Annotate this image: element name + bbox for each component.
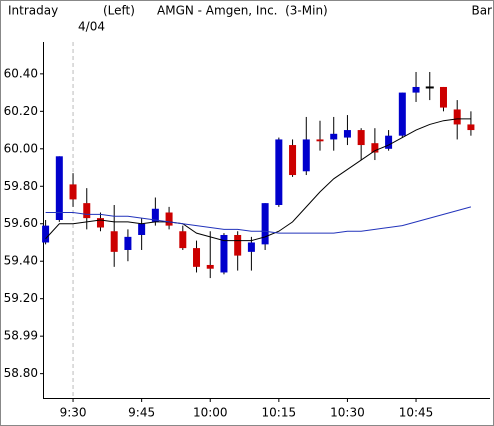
candle-body xyxy=(234,234,242,256)
candle-body xyxy=(343,130,351,138)
date-label: 4/04 xyxy=(78,20,105,34)
candle-body xyxy=(467,124,475,131)
y-tick-label: 59.40 xyxy=(4,254,38,268)
candle-body xyxy=(453,109,461,125)
candle-body xyxy=(357,130,365,146)
candle-body xyxy=(193,248,201,267)
candle-body xyxy=(55,156,63,220)
candle-body xyxy=(42,225,50,243)
candle-body xyxy=(371,143,379,153)
candle-body xyxy=(165,212,173,226)
y-tick-label: 58.80 xyxy=(4,366,38,380)
y-tick-label: 59.20 xyxy=(4,291,38,305)
x-tick-label: 9:30 xyxy=(60,406,87,420)
x-tick-label: 10:00 xyxy=(193,406,228,420)
y-tick-label: 59.60 xyxy=(4,216,38,230)
y-tick-label: 60.40 xyxy=(4,66,38,80)
candle-body xyxy=(138,223,146,235)
candle-body xyxy=(439,86,447,108)
candle-body xyxy=(302,139,310,172)
x-tick-label: 10:15 xyxy=(262,406,297,420)
y-tick-label: 59.80 xyxy=(4,179,38,193)
candle-body xyxy=(206,264,214,269)
candle-body xyxy=(330,133,338,140)
y-tick-label: 60.00 xyxy=(4,141,38,155)
mode-label: Intraday xyxy=(8,4,58,18)
candle-body xyxy=(289,145,297,176)
candle-body xyxy=(398,92,406,136)
candle-body xyxy=(179,231,187,249)
moving-average xyxy=(45,206,472,234)
candle-body xyxy=(275,139,283,206)
chart-title: AMGN - Amgen, Inc. (3-Min) xyxy=(157,4,328,18)
candle-body xyxy=(124,236,132,250)
candle-body xyxy=(412,86,420,93)
candle-body xyxy=(220,234,228,273)
candle-body xyxy=(247,242,255,252)
side-label: (Left) xyxy=(103,4,135,18)
y-tick-label: 58.99 xyxy=(4,329,38,343)
moving-average xyxy=(45,118,471,242)
x-tick-label: 10:30 xyxy=(330,406,365,420)
y-tick-label: 60.20 xyxy=(4,104,38,118)
candle-body xyxy=(316,139,324,142)
style-label: Bar xyxy=(471,4,492,18)
candle-body xyxy=(151,208,159,222)
candle-body xyxy=(110,231,118,252)
candle-body xyxy=(83,203,91,219)
x-tick-label: 9:45 xyxy=(128,406,155,420)
candle-body xyxy=(261,203,269,245)
candle-body xyxy=(385,135,393,149)
candle-body xyxy=(425,86,434,89)
candle-body xyxy=(96,218,104,228)
candle-body xyxy=(69,184,77,200)
x-tick-label: 10:45 xyxy=(399,406,434,420)
